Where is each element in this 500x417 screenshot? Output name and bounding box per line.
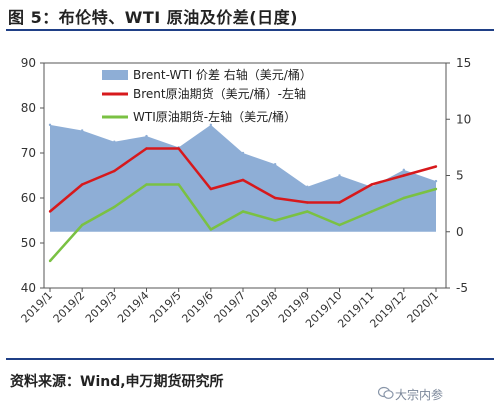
x-tick-label: 2019/5 xyxy=(147,289,184,326)
right-tick-label: 0 xyxy=(456,225,464,239)
x-axis-ticks: 2019/12019/22019/32019/42019/52019/62019… xyxy=(19,288,442,330)
point-wti xyxy=(402,196,406,200)
source-note: 资料来源：Wind,申万期货研究所 xyxy=(10,374,224,390)
point-wti xyxy=(209,228,213,231)
point-wti xyxy=(177,183,180,186)
right-tick-label: 5 xyxy=(456,169,464,183)
legend-label-spread: Brent-WTI 价差 右轴（美元/桶） xyxy=(133,67,312,82)
point-brent xyxy=(402,174,406,177)
point-wti xyxy=(338,223,341,227)
spread-area-layer xyxy=(48,123,438,232)
point-wti xyxy=(434,187,438,191)
point-wti xyxy=(48,259,52,263)
left-tick-label: 70 xyxy=(21,146,36,160)
point-spread xyxy=(145,134,148,138)
point-brent xyxy=(241,178,245,182)
price-line-layer xyxy=(48,147,438,263)
x-tick-label: 2019/8 xyxy=(244,289,281,326)
left-axis-ticks: 40 50 60 70 80 90 xyxy=(21,56,44,295)
point-brent xyxy=(145,147,148,150)
point-spread xyxy=(80,129,84,132)
bottom-rule xyxy=(6,358,494,360)
point-spread xyxy=(241,151,245,155)
point-spread xyxy=(338,174,341,177)
wechat-icon xyxy=(378,386,394,399)
left-tick-label: 90 xyxy=(21,56,36,70)
point-brent xyxy=(273,196,277,200)
legend-label-brent: Brent原油期货（美元/桶）-左轴 xyxy=(133,86,306,101)
page-title: 图 5：布伦特、WTI 原油及价差(日度) xyxy=(8,8,298,27)
x-tick-label: 2019/3 xyxy=(83,289,120,326)
point-brent xyxy=(209,187,213,191)
legend-swatch-spread xyxy=(102,70,128,80)
point-wti xyxy=(273,219,277,222)
legend-label-wti: WTI原油期货-左轴（美元/桶） xyxy=(133,109,296,124)
x-tick-label: 2019/7 xyxy=(212,289,249,326)
point-spread xyxy=(434,179,438,183)
x-tick-label: 2019/6 xyxy=(179,289,216,326)
point-wti xyxy=(241,210,245,213)
x-tick-label: 2019/4 xyxy=(115,289,152,326)
right-tick-label: -5 xyxy=(456,281,468,295)
point-brent xyxy=(370,183,373,186)
left-tick-label: 60 xyxy=(21,191,36,205)
x-tick-label: 2019/2 xyxy=(51,289,88,326)
point-brent xyxy=(177,147,180,150)
point-brent xyxy=(434,165,438,168)
point-spread xyxy=(402,168,406,172)
top-rule xyxy=(6,29,494,31)
point-wti xyxy=(80,223,84,227)
point-brent xyxy=(48,210,52,213)
left-tick-label: 40 xyxy=(21,281,36,295)
right-tick-label: 10 xyxy=(456,112,471,126)
series-spread-area xyxy=(50,124,436,232)
left-tick-label: 50 xyxy=(21,236,36,250)
point-wti xyxy=(370,210,373,213)
point-spread xyxy=(113,140,116,143)
point-spread xyxy=(48,123,52,127)
watermark: 大宗内参 xyxy=(395,388,444,402)
right-axis-ticks: -5 0 5 10 15 xyxy=(446,56,471,295)
point-brent xyxy=(113,169,116,173)
left-tick-label: 80 xyxy=(21,101,36,115)
point-wti xyxy=(113,205,116,209)
point-spread xyxy=(209,123,213,127)
right-tick-label: 15 xyxy=(456,56,471,70)
point-spread xyxy=(306,185,309,188)
point-brent xyxy=(80,183,84,186)
point-brent xyxy=(306,201,309,204)
point-wti xyxy=(145,183,148,186)
point-spread xyxy=(273,163,277,166)
point-brent xyxy=(338,201,341,204)
point-wti xyxy=(306,210,309,213)
x-tick-label: 2020/1 xyxy=(405,289,442,326)
